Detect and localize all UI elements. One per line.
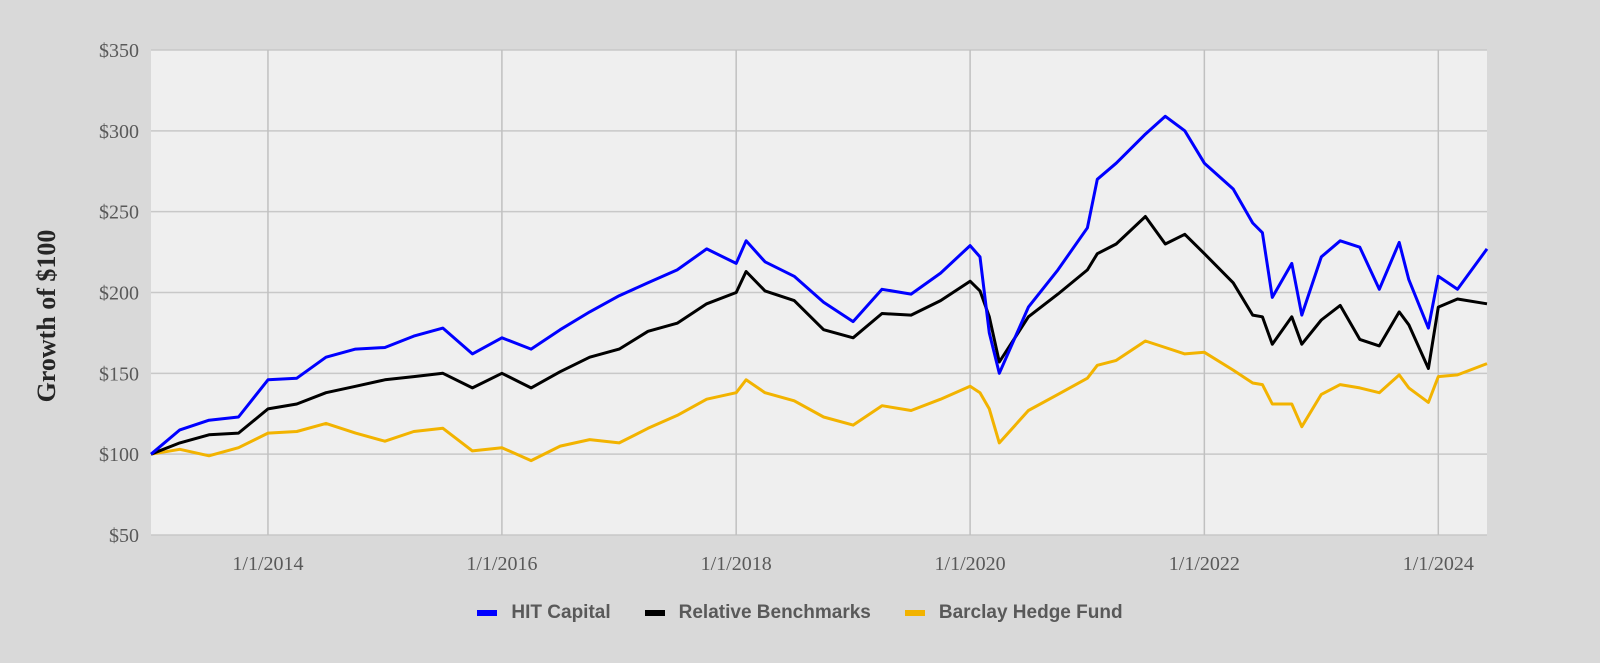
- y-tick-label: $150: [99, 363, 139, 385]
- x-tick-label: 1/1/2016: [466, 553, 537, 575]
- legend-item-barclay-hedge-fund: Barclay Hedge Fund: [904, 602, 1123, 624]
- x-axis-ticks: 1/1/2014 1/1/2016 1/1/2018 1/1/2020 1/1/2022…: [232, 553, 1473, 575]
- growth-line-chart: $50$100$150$200$250$300$350 1/1/2014 1/1/…: [32, 40, 1489, 575]
- legend-label: Relative Benchmarks: [678, 602, 871, 623]
- legend-label: Barclay Hedge Fund: [938, 602, 1123, 623]
- x-tick-label: 1/1/2018: [701, 553, 772, 575]
- y-tick-label: $50: [109, 525, 139, 547]
- x-tick-label: 1/1/2022: [1169, 553, 1240, 575]
- series-line-hit-capital: [150, 114, 1489, 456]
- y-tick-label: $250: [99, 202, 139, 224]
- legend-swatch: [904, 610, 925, 616]
- series-lines: [150, 114, 1489, 463]
- legend-label: HIT Capital: [511, 602, 611, 623]
- legend-item-relative-benchmarks: Relative Benchmarks: [644, 602, 871, 624]
- legend-item-hit-capital: HIT Capital: [477, 602, 611, 624]
- y-tick-label: $300: [99, 121, 139, 143]
- y-axis-label: Growth of $100: [32, 230, 61, 403]
- x-tick-label: 1/1/2024: [1403, 553, 1474, 575]
- y-tick-label: $100: [99, 444, 139, 466]
- series-line-relative-benchmarks: [150, 215, 1488, 456]
- y-axis-ticks: $50 $100 $150 $200 $250 $300 $350: [99, 40, 139, 547]
- series-line-barclay-hedge-fund: [150, 339, 1488, 463]
- x-tick-label: 1/1/2014: [232, 553, 303, 575]
- x-tick-label: 1/1/2020: [935, 553, 1006, 575]
- chart-legend: HIT Capital Relative Benchmarks Barclay He…: [0, 602, 1600, 624]
- y-tick-label: $200: [99, 283, 139, 305]
- legend-swatch: [644, 610, 665, 616]
- y-tick-label: $350: [99, 40, 139, 62]
- legend-swatch: [477, 610, 498, 616]
